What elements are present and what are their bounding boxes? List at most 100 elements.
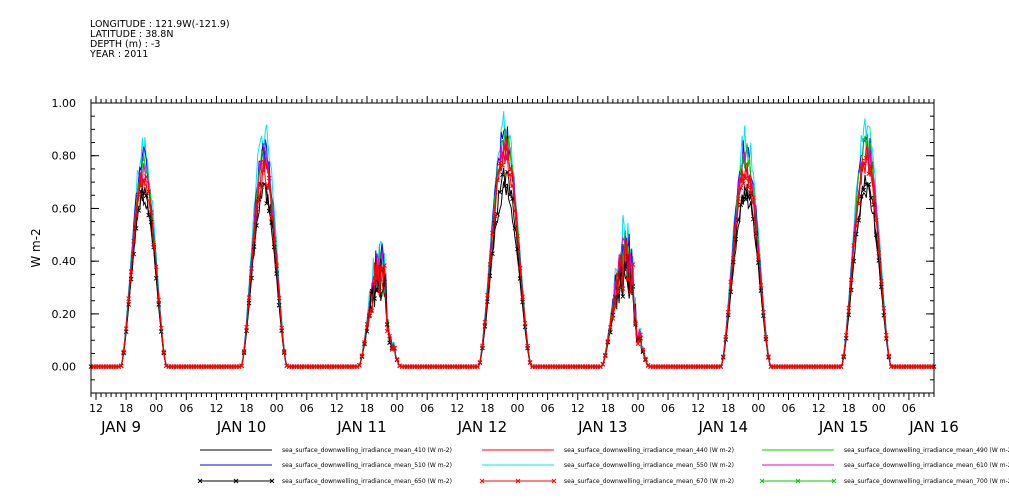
x-tick-label: 06: [179, 402, 193, 415]
series-marker-670: [354, 364, 360, 369]
series-marker-670: [856, 201, 862, 206]
series-marker-670: [362, 340, 367, 345]
year-label: YEAR : 2011: [90, 49, 149, 60]
series-marker-670: [281, 349, 287, 354]
x-day-label: JAN 13: [577, 418, 628, 436]
legend-marker: [551, 478, 557, 484]
series-marker-650: [866, 181, 872, 187]
series-marker-670: [620, 286, 626, 292]
series-marker-670: [638, 332, 643, 338]
series-marker-670: [718, 364, 724, 369]
series-marker-670: [515, 233, 520, 239]
y-tick-label: 0.00: [52, 361, 77, 374]
legend-label: sea_surface_downwelling_irradiance_mean_…: [564, 462, 734, 469]
series-marker-670: [505, 156, 510, 161]
x-tick-label: 06: [300, 402, 314, 415]
series-marker-670: [382, 263, 387, 268]
series-marker-670: [141, 177, 147, 183]
series-marker-670: [495, 177, 500, 183]
x-tick-label: 00: [390, 402, 404, 415]
series-marker-670: [372, 281, 377, 286]
x-tick-label: 12: [209, 402, 223, 415]
series-marker-650: [856, 217, 862, 223]
series-marker-670: [613, 304, 618, 310]
series-marker-670: [758, 283, 764, 288]
series-line-410: [91, 181, 934, 368]
series-marker-670: [851, 243, 857, 248]
legend-marker: [233, 478, 239, 484]
series-marker-670: [745, 185, 751, 190]
series-marker-670: [151, 242, 157, 248]
series-marker-670: [868, 164, 874, 169]
series-marker-670: [735, 196, 741, 201]
series-marker-670: [492, 213, 498, 219]
series-marker-650: [520, 299, 525, 305]
latitude-label: LATITUDE : 38.8N: [90, 29, 174, 40]
legend-marker: [269, 478, 275, 484]
series-marker-670: [367, 312, 372, 318]
series-marker-670: [123, 326, 129, 331]
x-tick-label: 18: [240, 402, 254, 415]
series-marker-650: [143, 193, 149, 199]
series-marker-670: [751, 195, 756, 201]
series-marker-670: [357, 362, 362, 368]
series-marker-650: [858, 193, 864, 199]
series-marker-670: [369, 308, 375, 313]
axes-layer: 0.00 0.20 0.40 0.60 0.80 1.00 12 18 00 06 12 18 00 06…: [52, 96, 959, 436]
series-marker-670: [239, 363, 244, 369]
series-marker-670: [600, 361, 606, 367]
x-tick-label: 12: [691, 402, 705, 415]
series-marker-670: [740, 181, 746, 187]
x-tick-label: 12: [450, 402, 464, 415]
series-marker-670: [146, 189, 152, 195]
series-marker-670: [389, 347, 395, 352]
legend: sea_surface_downwelling_irradiance_mean_…: [197, 447, 1009, 485]
series-marker-650: [274, 271, 280, 276]
x-tick-label: 00: [511, 402, 525, 415]
series-marker-670: [630, 262, 636, 267]
series-marker-670: [733, 223, 739, 228]
series-marker-650: [878, 284, 884, 290]
series-marker-650: [128, 276, 134, 282]
series-marker-670: [161, 349, 167, 355]
x-tick-label: 06: [902, 402, 916, 415]
series-marker-670: [241, 349, 247, 354]
y-axis-label: W m-2: [29, 228, 43, 267]
series-marker-670: [133, 213, 139, 218]
series-marker-670: [756, 254, 761, 259]
series-marker-670: [138, 183, 144, 189]
x-tick-label: 00: [149, 402, 163, 415]
legend-label: sea_surface_downwelling_irradiance_mean_…: [282, 462, 452, 469]
x-tick-label: 06: [420, 402, 434, 415]
series-marker-670: [126, 296, 131, 301]
series-marker-670: [522, 320, 528, 326]
series-marker-670: [485, 292, 490, 298]
x-day-label: JAN 14: [698, 418, 749, 436]
series-marker-670: [284, 363, 290, 369]
series-marker-670: [236, 364, 242, 369]
series-marker-650: [758, 288, 764, 294]
y-tick-label: 0.20: [52, 308, 77, 321]
series-marker-670: [602, 352, 608, 358]
series-marker-670: [249, 266, 254, 271]
legend-label: sea_surface_downwelling_irradiance_mean_…: [844, 478, 1009, 485]
series-marker-670: [730, 256, 736, 261]
legend-marker: [831, 478, 837, 484]
series-marker-670: [607, 325, 613, 330]
x-tick-label: 06: [781, 402, 795, 415]
legend-label: sea_surface_downwelling_irradiance_mean_…: [282, 447, 452, 454]
series-marker-670: [374, 276, 380, 282]
series-marker-670: [605, 339, 611, 344]
series-marker-670: [527, 359, 533, 365]
y-tick-label: 0.60: [52, 202, 77, 215]
series-marker-670: [500, 162, 505, 168]
series-marker-670: [520, 294, 525, 300]
series-marker-670: [738, 185, 744, 191]
series-marker-670: [264, 182, 269, 188]
x-day-label: JAN 12: [457, 418, 508, 436]
series-marker-670: [158, 325, 164, 331]
legend-label: sea_surface_downwelling_irradiance_mean_…: [282, 478, 452, 485]
legend-label: sea_surface_downwelling_irradiance_mean_…: [564, 447, 734, 454]
legend-label: sea_surface_downwelling_irradiance_mean_…: [844, 462, 1009, 469]
series-marker-670: [618, 262, 623, 267]
